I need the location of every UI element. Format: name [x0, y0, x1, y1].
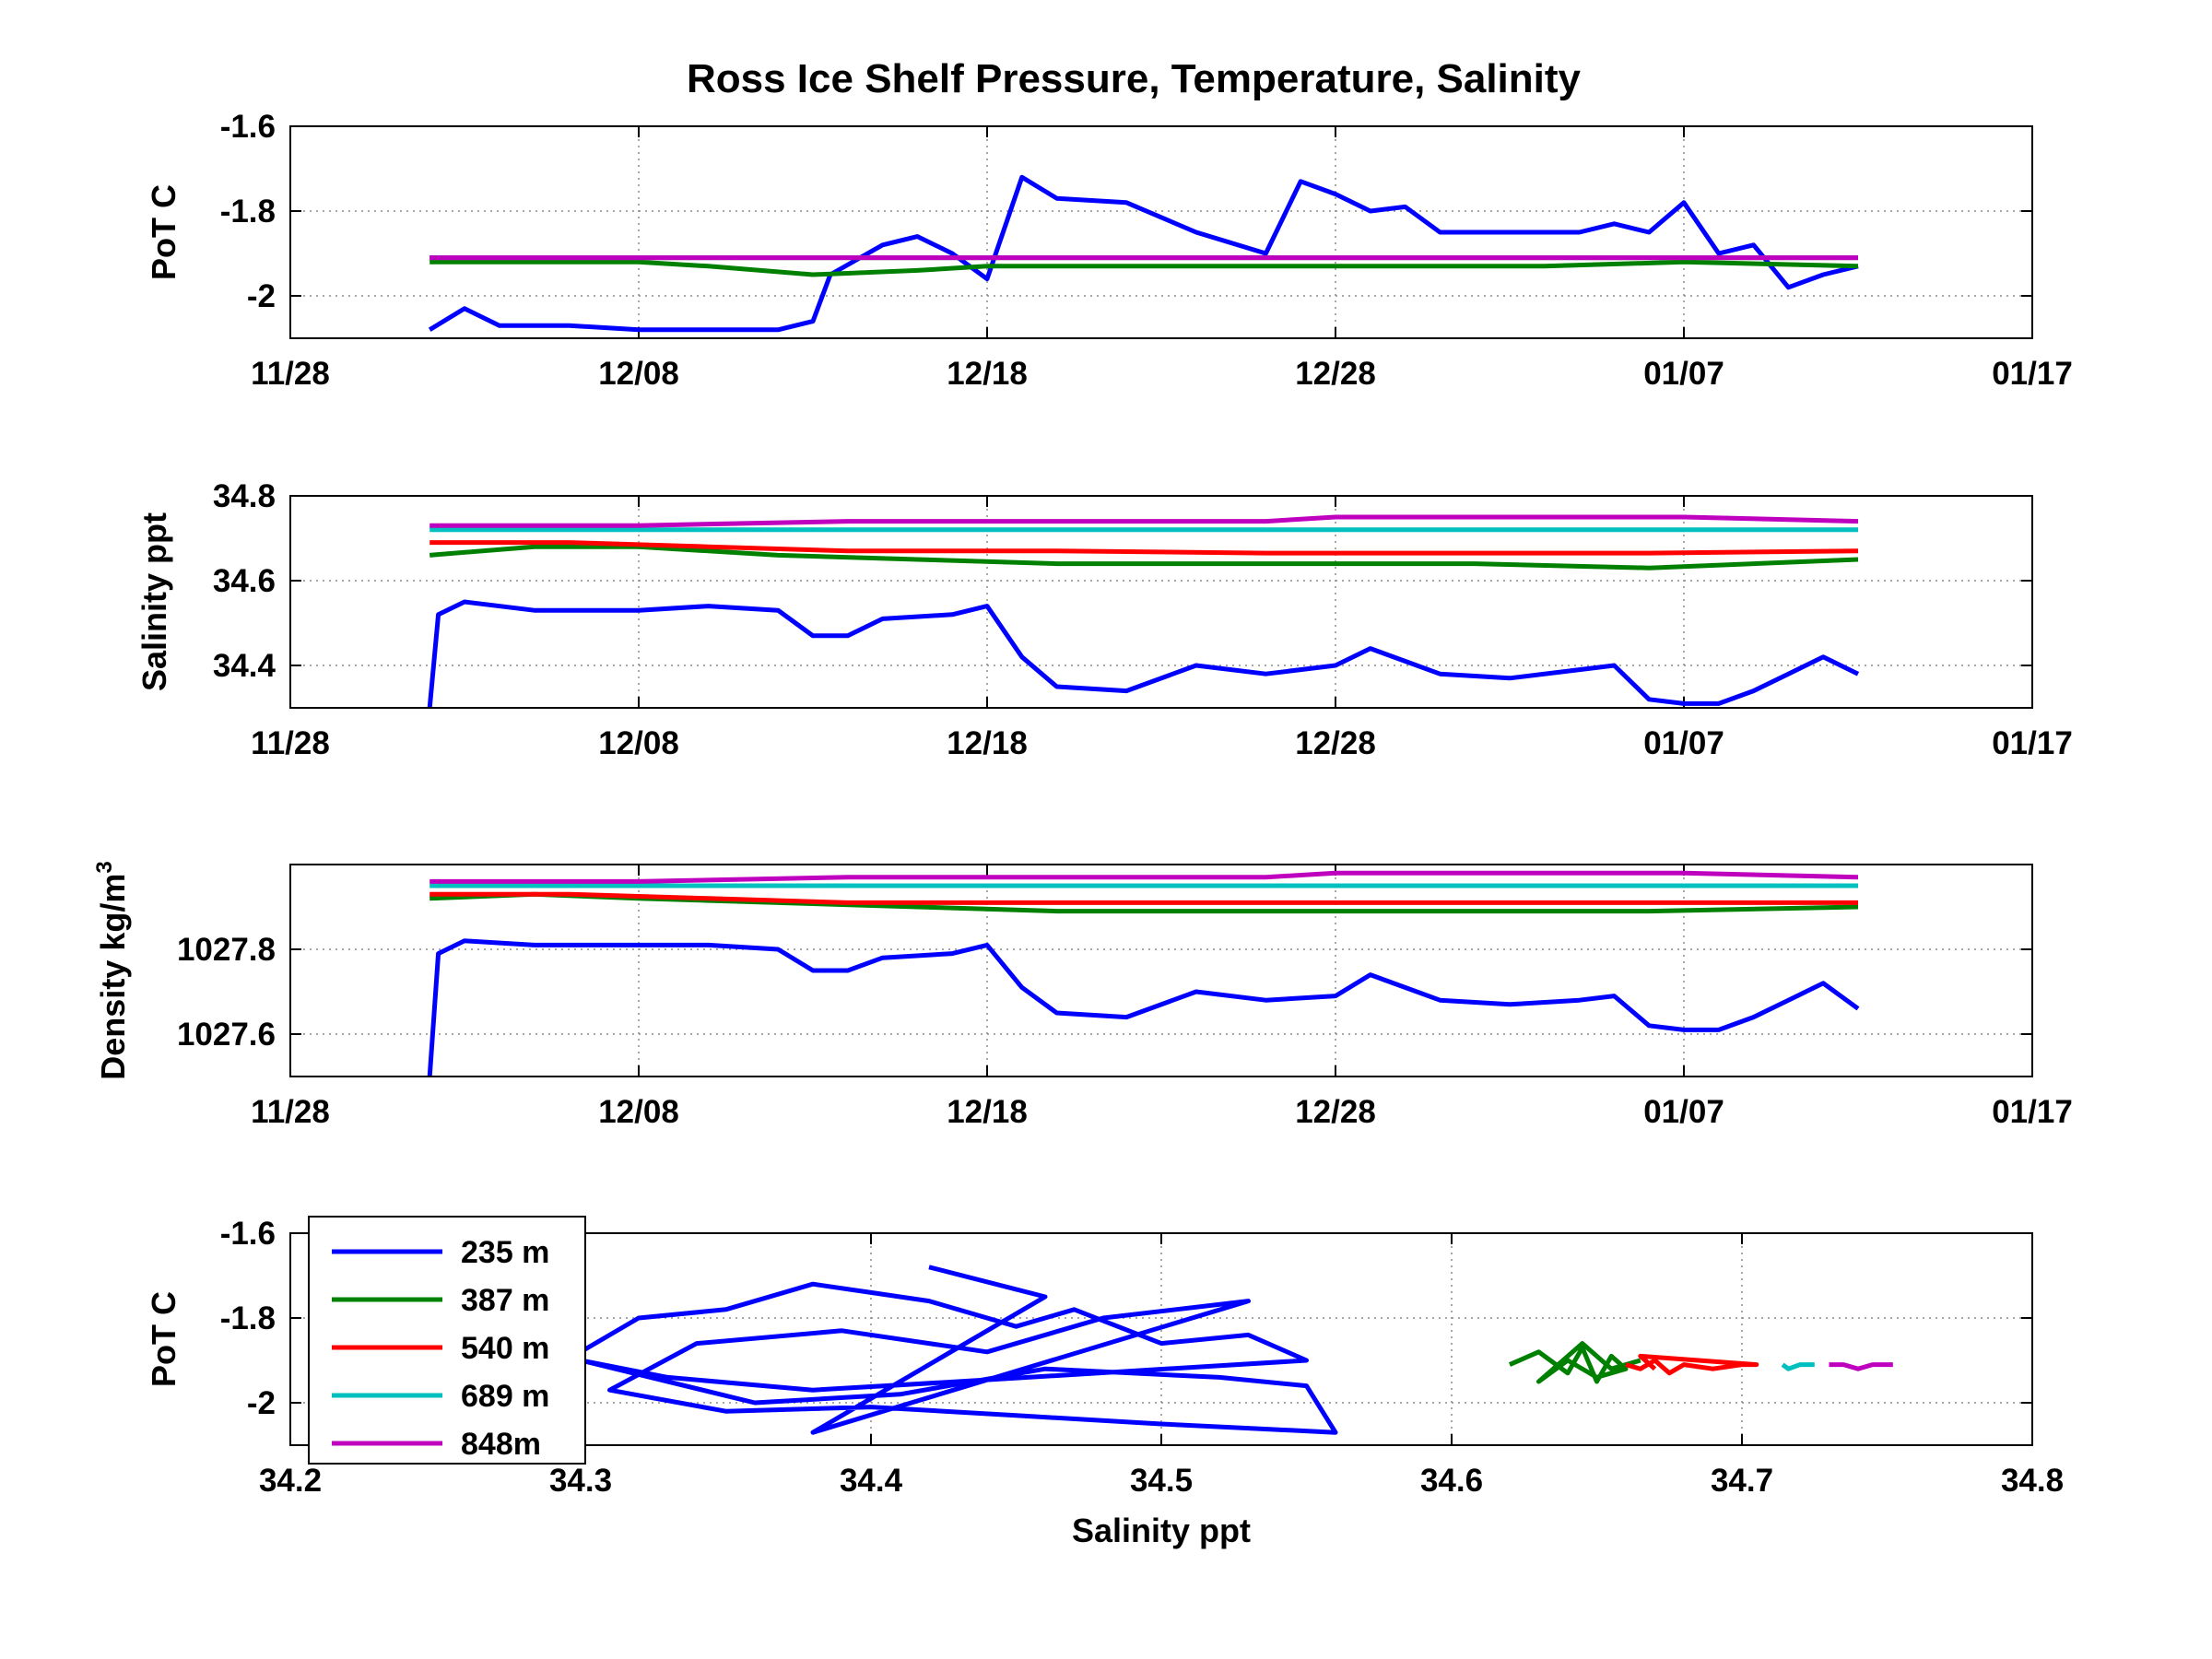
series-group: [578, 1265, 1893, 1435]
y-tick-label: -2: [247, 278, 276, 314]
series-line-689m: [1781, 1362, 1815, 1371]
panel-salinity-time: 11/28 12/08 12/18 12/28 01/07 01/17 34.8 34.6 34…: [135, 478, 2073, 761]
y-tick-label: -1.6: [220, 1216, 276, 1252]
x-tick-label: 34.4: [840, 1463, 903, 1499]
x-tick-label: 12/08: [598, 1094, 679, 1130]
series-group: [427, 514, 1860, 708]
y-tick-label: -1.6: [220, 109, 276, 145]
y-tick-label: 34.8: [213, 478, 276, 514]
chart-title: Ross Ice Shelf Pressure, Temperature, Sa…: [687, 56, 1582, 101]
y-tick-label: 1027.8: [177, 932, 276, 968]
y-axis-label: PoT C: [145, 184, 182, 280]
series-line-387m: [429, 544, 1859, 571]
y-tick-label: -1.8: [220, 1300, 276, 1336]
series-line-387m: [429, 259, 1859, 277]
y-axis-label-text: Density kg/m: [94, 874, 132, 1080]
plot-area: [290, 126, 2032, 338]
y-tick-label: 34.6: [213, 563, 276, 599]
panel-temperature-time: 11/28 12/08 12/18 12/28 01/07 01/17 -1.6 -1.8 -2…: [145, 109, 2073, 392]
x-tick-label: 01/17: [1992, 356, 2073, 392]
series-group: [427, 870, 1860, 1077]
legend-label: 235 m: [461, 1235, 549, 1270]
series-line-540m: [1625, 1353, 1759, 1376]
x-tick-label: 01/17: [1992, 725, 2073, 761]
y-axis-label-superscript: 3: [92, 861, 117, 873]
x-tick-label: 12/08: [598, 725, 679, 761]
x-tick-label: 12/08: [598, 356, 679, 392]
x-tick-label: 34.3: [549, 1463, 612, 1499]
legend-label: 387 m: [461, 1283, 549, 1318]
x-tick-label: 11/28: [251, 1094, 330, 1130]
plot-area: [290, 865, 2032, 1077]
y-axis-label-text: PoT C: [145, 184, 182, 280]
panels: 11/28 12/08 12/18 12/28 01/07 01/17 -1.6 -1.8 -2…: [92, 109, 2073, 1549]
x-tick-label: 12/18: [947, 725, 1028, 761]
axes-frame: [289, 864, 2033, 1077]
axes-frame: [289, 1232, 2033, 1446]
x-tick-label: 01/07: [1643, 356, 1724, 392]
x-tick-label: 34.6: [1420, 1463, 1483, 1499]
axes-frame: [289, 495, 2033, 709]
y-axis-label: PoT C: [145, 1291, 182, 1387]
series-line-235m: [428, 174, 1859, 333]
axes-frame: [289, 125, 2033, 339]
x-tick-label: 12/28: [1295, 1094, 1376, 1130]
legend-box: [308, 1216, 586, 1465]
legend: 235 m 387 m 540 m 689 m 848m: [308, 1216, 586, 1465]
series-line-848m: [429, 514, 1859, 528]
y-axis-label: Density kg/m3: [92, 861, 132, 1079]
y-tick-label: -1.8: [220, 194, 276, 229]
series-line-235m: [578, 1265, 1338, 1435]
panel-density-time: 11/28 12/08 12/18 12/28 01/07 01/17 1027.8 1027…: [92, 861, 2073, 1130]
x-tick-label: 12/18: [947, 1094, 1028, 1130]
y-tick-label: 1027.6: [177, 1017, 276, 1053]
x-tick-label: 01/07: [1643, 725, 1724, 761]
y-axis-label-text: Salinity ppt: [135, 512, 173, 691]
x-tick-label: 12/28: [1295, 725, 1376, 761]
series-line-848m: [1829, 1362, 1893, 1371]
series-line-235m: [427, 599, 1860, 708]
x-tick-label: 11/28: [251, 356, 330, 392]
x-tick-label: 11/28: [251, 725, 330, 761]
y-tick-label: -2: [247, 1385, 276, 1421]
series-line-540m: [429, 540, 1859, 556]
y-axis-label: Salinity ppt: [135, 512, 173, 691]
y-tick-label: 34.4: [213, 648, 276, 684]
x-tick-label: 12/18: [947, 356, 1028, 392]
series-line-235m: [427, 938, 1860, 1077]
x-tick-label: 34.8: [2001, 1463, 2064, 1499]
x-tick-label: 34.5: [1130, 1463, 1193, 1499]
panel-temperature-salinity: 34.2 34.3 34.4 34.5 34.6 34.7 34.8 -1.6 -1.8 -2 Po…: [145, 1216, 2064, 1549]
x-tick-label: 34.7: [1711, 1463, 1773, 1499]
y-axis-label-text: PoT C: [145, 1291, 182, 1387]
x-tick-label: 01/07: [1643, 1094, 1724, 1130]
x-tick-label: 34.2: [259, 1463, 322, 1499]
x-axis-label: Salinity ppt: [1072, 1512, 1251, 1549]
series-group: [428, 174, 1859, 333]
legend-label: 848m: [461, 1427, 541, 1462]
x-tick-label: 01/17: [1992, 1094, 2073, 1130]
legend-label: 689 m: [461, 1379, 549, 1414]
series-line-540m: [429, 891, 1858, 905]
x-tick-label: 12/28: [1295, 356, 1376, 392]
series-line-387m: [1508, 1341, 1641, 1384]
legend-label: 540 m: [461, 1331, 549, 1366]
series-line-848m: [429, 870, 1859, 884]
